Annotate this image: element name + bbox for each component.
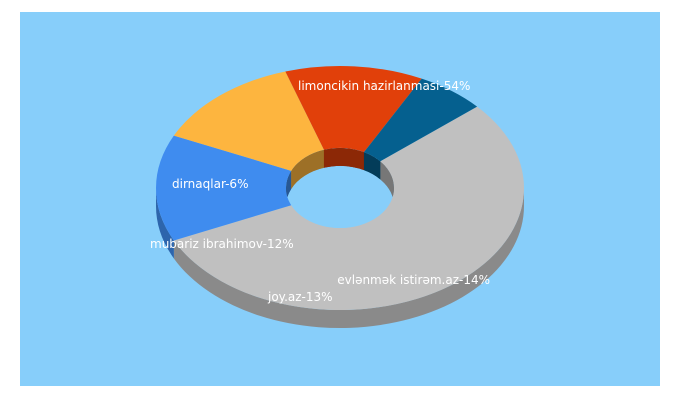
slice-labels: limoncikin hazirlanmasi-54% evlənmək isti…	[150, 79, 490, 304]
chart-panel: limoncikin hazirlanmasi-54% evlənmək isti…	[20, 12, 660, 386]
slice-label-4: dirnaqlar-6%	[172, 177, 248, 191]
donut-slice-4[interactable]	[363, 78, 478, 162]
donut-depth	[156, 188, 524, 328]
hole-wall-4	[363, 152, 381, 180]
donut-slice-3[interactable]	[285, 66, 422, 153]
hole-wall-3	[323, 148, 364, 171]
hole-wall-0	[380, 161, 394, 206]
hole-wall-2	[291, 149, 324, 189]
donut-slice-1[interactable]	[156, 135, 292, 241]
slice-label-3: mubariz ibrahimov-12%	[150, 237, 294, 251]
slice-depth-0	[173, 188, 524, 328]
slice-label-1: evlənmək istirəm.az-14%	[337, 273, 490, 287]
slice-depth-1	[156, 188, 174, 259]
slice-label-2: joy.az-13%	[267, 290, 333, 304]
slice-label-0: limoncikin hazirlanmasi-54%	[298, 79, 470, 93]
donut-slice-0[interactable]	[173, 106, 524, 310]
donut-chart: limoncikin hazirlanmasi-54% evlənmək isti…	[150, 66, 524, 328]
donut-slices	[156, 66, 524, 310]
donut-slice-2[interactable]	[173, 71, 324, 171]
